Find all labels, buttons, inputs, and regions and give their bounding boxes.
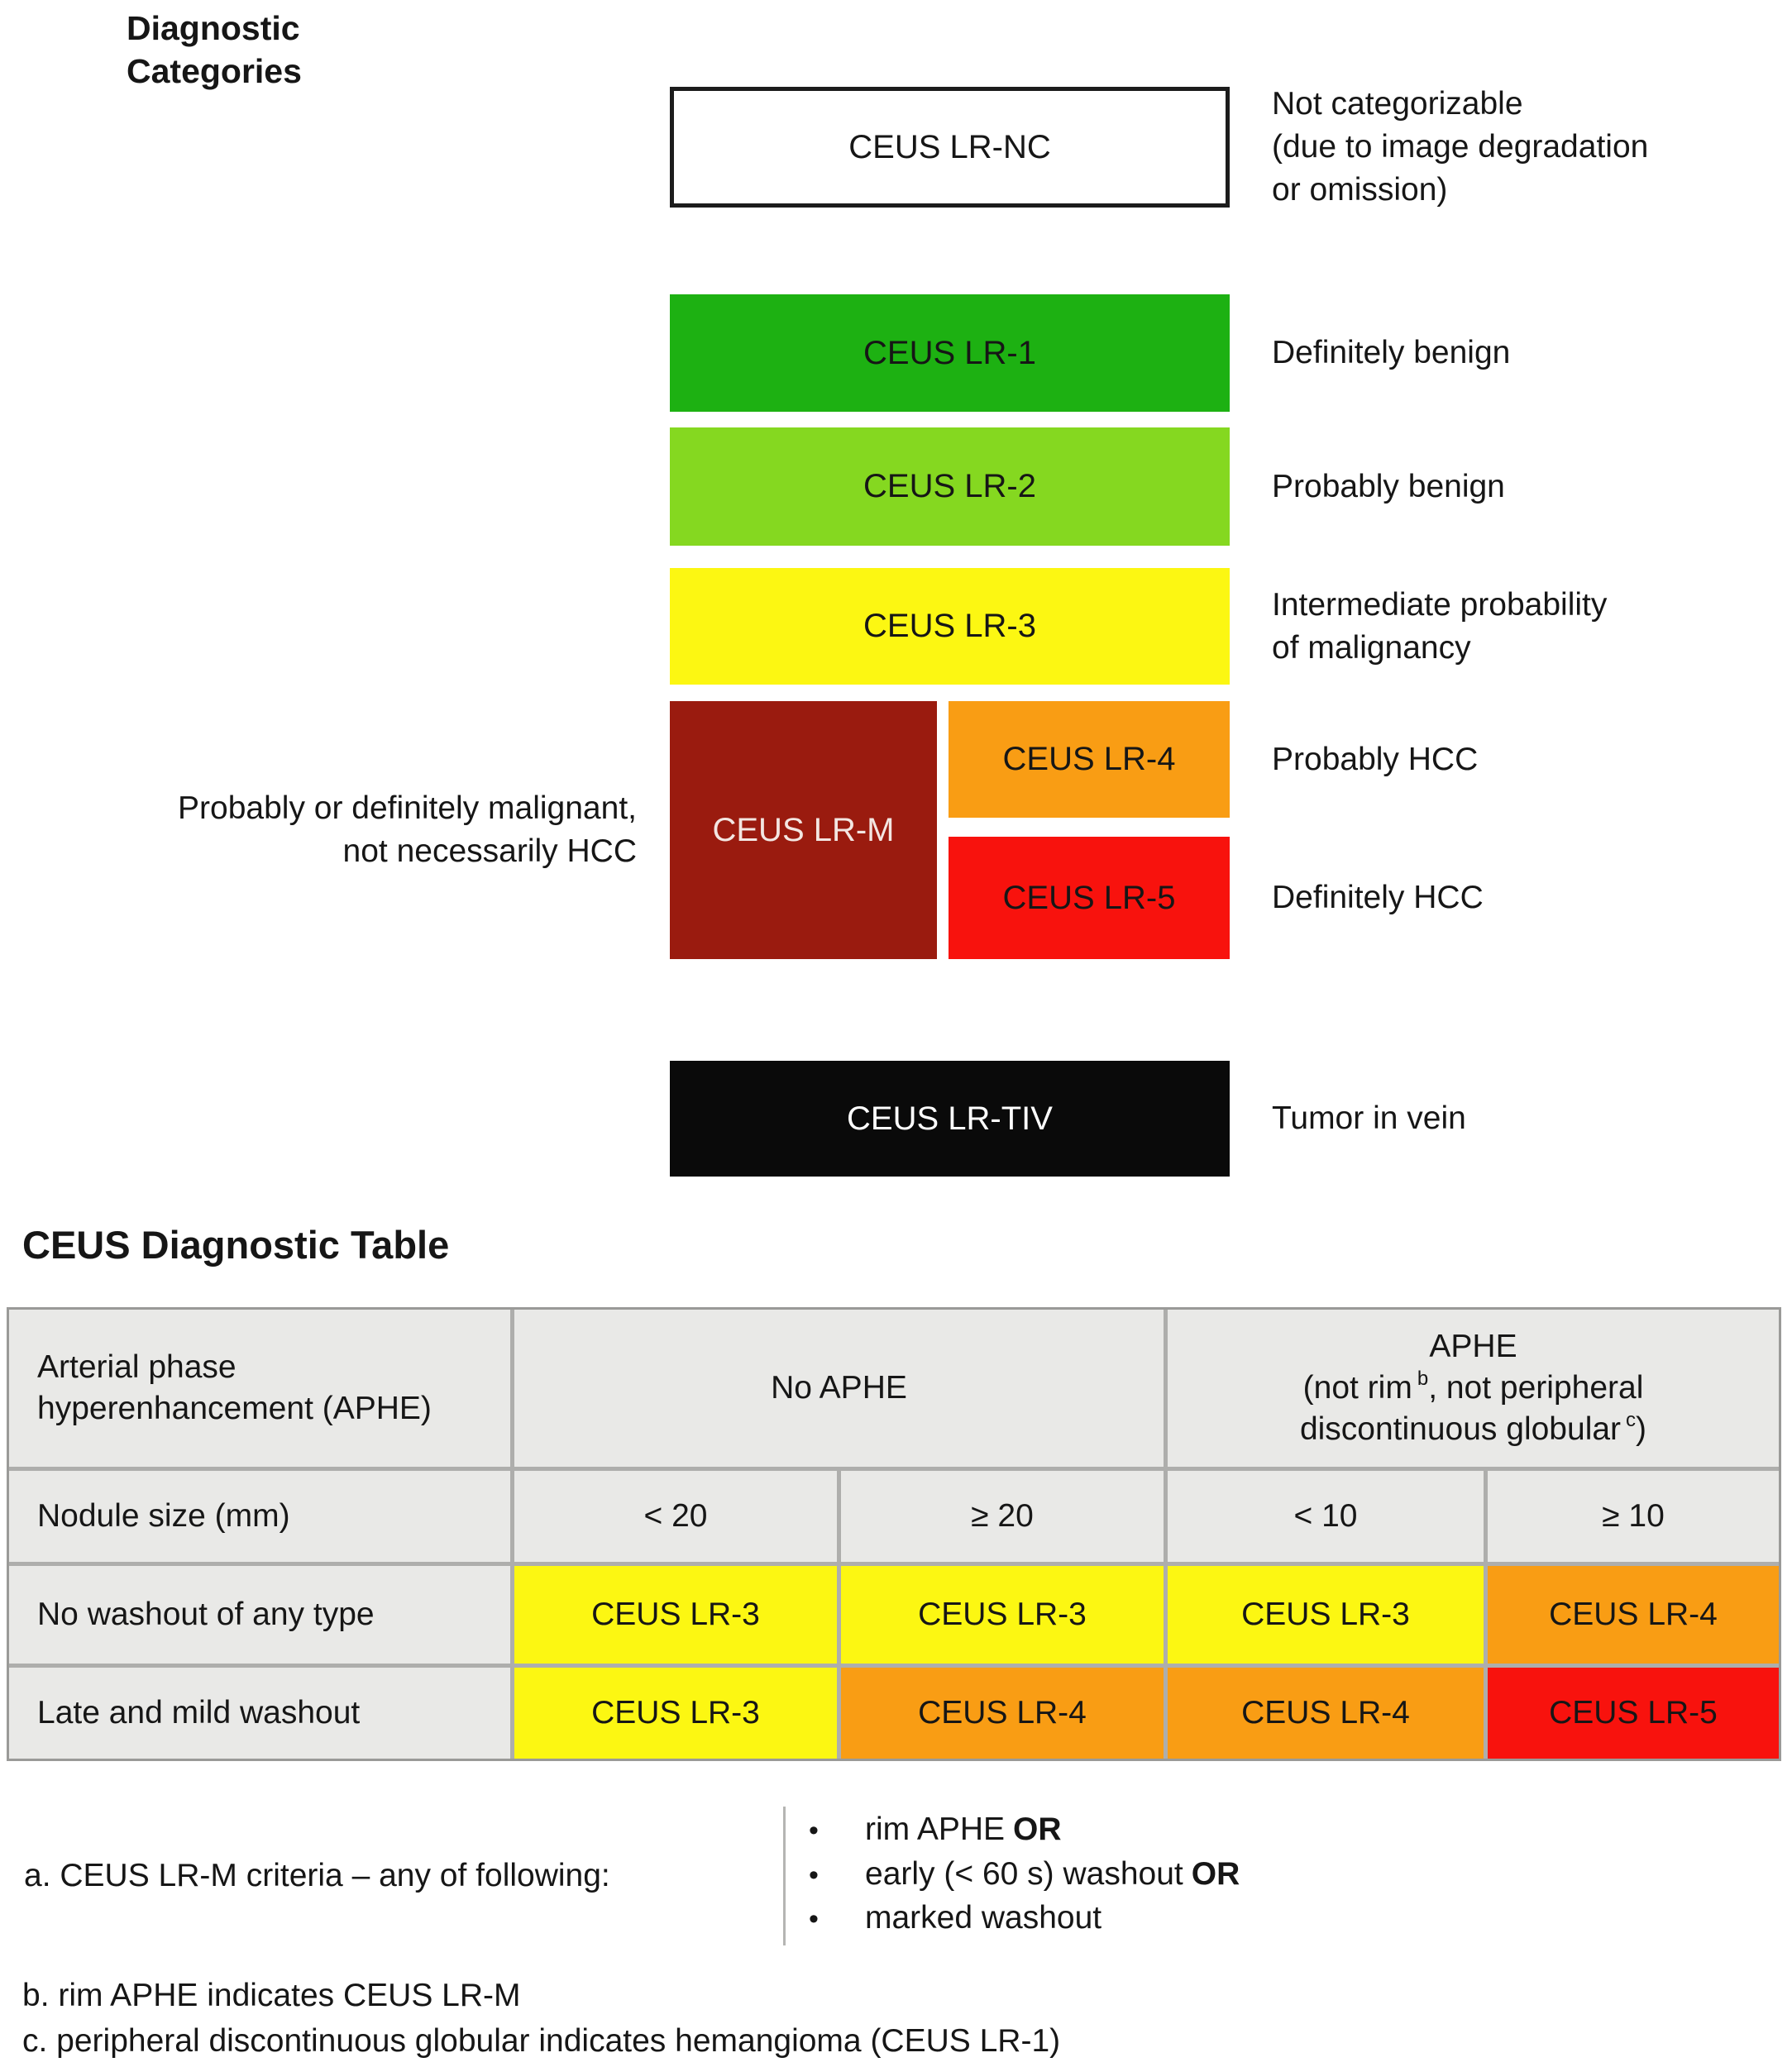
lr-m-box: CEUS LR-M [670, 701, 937, 959]
bullet-text: early (< 60 s) washout [865, 1855, 1183, 1892]
table-size-lt10: < 10 [1168, 1471, 1484, 1562]
lr-4-description: Probably HCC [1272, 741, 1479, 777]
lr-1-label: CEUS LR-1 [863, 334, 1036, 371]
table-cell: CEUS LR-5 [1488, 1668, 1779, 1759]
table-size-ge10: ≥ 10 [1488, 1471, 1779, 1562]
table-size-row-label: Nodule size (mm) [9, 1471, 510, 1562]
lr-1-description: Definitely benign [1272, 335, 1511, 370]
footnote-c: c. peripheral discontinuous globular ind… [22, 2023, 1061, 2059]
footnote-a-bullets: • rim APHE OR • early (< 60 s) washout O… [786, 1807, 1240, 1945]
footnote-a-label: a. CEUS LR-M criteria – any of following… [24, 1858, 610, 1893]
footnote-a-divider [783, 1807, 786, 1945]
bullet-text: rim APHE [865, 1812, 1006, 1847]
lr-3-description: Intermediate probability of malignancy [1272, 586, 1608, 666]
lr-tiv-description: Tumor in vein [1272, 1100, 1466, 1136]
diagram-title: Diagnostic Categories [127, 9, 302, 90]
footnote-a: a. CEUS LR-M criteria – any of following… [24, 1807, 1430, 1945]
table-cell: CEUS LR-3 [514, 1566, 837, 1664]
table-heading: CEUS Diagnostic Table [22, 1223, 450, 1267]
table-size-lt20: < 20 [514, 1471, 837, 1562]
footnote-ref-b: b [1417, 1368, 1429, 1390]
table-cell: CEUS LR-3 [1168, 1566, 1484, 1664]
bullet-or: OR [1013, 1812, 1062, 1847]
table-header-aphe-line1: APHE [1429, 1329, 1517, 1364]
lr-tiv-label: CEUS LR-TIV [847, 1100, 1053, 1137]
list-item: • marked washout [809, 1897, 1240, 1940]
table-size-ge20: ≥ 20 [841, 1471, 1164, 1562]
bullet-or: OR [1191, 1855, 1240, 1892]
table-header-aphe-line2: (not rim b, not peripheral [1302, 1368, 1644, 1406]
lr-4-box: CEUS LR-4 [949, 701, 1230, 818]
lr-1-box: CEUS LR-1 [670, 294, 1230, 412]
lr-2-label: CEUS LR-2 [863, 468, 1036, 504]
table-cell: CEUS LR-3 [514, 1668, 837, 1759]
lr-nc-box: CEUS LR-NC [670, 87, 1230, 208]
bullet-icon: • [809, 1903, 819, 1935]
lr-3-box: CEUS LR-3 [670, 568, 1230, 685]
table-row-label-no-washout: No washout of any type [9, 1566, 510, 1664]
table-cell: CEUS LR-3 [841, 1566, 1164, 1664]
footnote-ref-c: c [1626, 1409, 1637, 1431]
lr-m-label: CEUS LR-M [712, 811, 895, 848]
list-item: • rim APHE OR [809, 1808, 1240, 1852]
lr-2-box: CEUS LR-2 [670, 427, 1230, 546]
lr-3-label: CEUS LR-3 [863, 608, 1036, 644]
lr-5-label: CEUS LR-5 [1002, 879, 1176, 916]
bullet-text: marked washout [865, 1900, 1102, 1936]
table-row-label-late-mild-washout: Late and mild washout [9, 1668, 510, 1759]
table-cell: CEUS LR-4 [841, 1668, 1164, 1759]
lr-5-box: CEUS LR-5 [949, 837, 1230, 959]
table-header-aphe-line3: discontinuous globular c) [1299, 1409, 1647, 1448]
bullet-icon: • [809, 1815, 819, 1846]
table-cell: CEUS LR-4 [1168, 1668, 1484, 1759]
table-header-aphe: APHE (not rim b, not peripheral discontin… [1168, 1310, 1779, 1467]
lr-nc-description: Not categorizable (due to image degradat… [1272, 86, 1649, 208]
table-header-aphe-row-label: Arterial phase hyperenhancement (APHE) [9, 1310, 510, 1467]
lr-tiv-box: CEUS LR-TIV [670, 1061, 1230, 1177]
lr-m-description: Probably or definitely malignant, not ne… [178, 790, 637, 869]
lr-nc-label: CEUS LR-NC [848, 128, 1051, 165]
list-item: • early (< 60 s) washout OR [809, 1853, 1240, 1897]
footnote-b: b. rim APHE indicates CEUS LR-M [22, 1978, 521, 2013]
table-header-no-aphe: No APHE [514, 1310, 1164, 1467]
bullet-icon: • [809, 1859, 819, 1891]
lr-2-description: Probably benign [1272, 468, 1505, 504]
table-cell: CEUS LR-4 [1488, 1566, 1779, 1664]
lr-4-label: CEUS LR-4 [1002, 741, 1176, 777]
lr-5-description: Definitely HCC [1272, 880, 1484, 915]
diagnostic-table: Arterial phase hyperenhancement (APHE) N… [7, 1307, 1781, 1761]
